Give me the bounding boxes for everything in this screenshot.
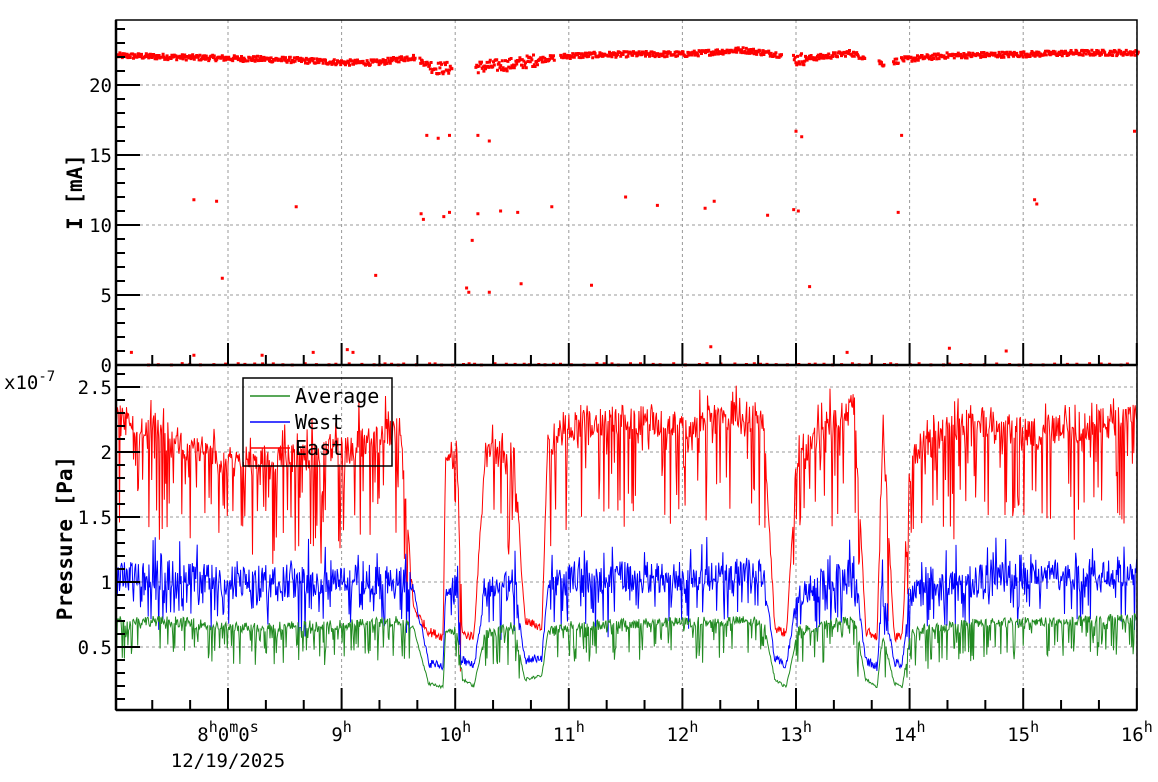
bottom-axes <box>114 364 1138 712</box>
current-points <box>116 46 1140 76</box>
bottom-y-tick-label: 0.5 <box>78 637 112 659</box>
legend-label-east: East <box>295 436 343 460</box>
top-y-tick-label: 5 <box>101 285 112 307</box>
current-series <box>116 46 1140 367</box>
x-tick-label: 13h <box>780 718 812 746</box>
top-y-tick-label: 0 <box>101 355 112 377</box>
legend-box <box>242 377 393 467</box>
legend: Average West East <box>242 377 393 467</box>
y-multiplier-label: x10-7 <box>4 369 55 394</box>
legend-label-west: West <box>295 410 343 434</box>
bottom-y-tick-label: 2 <box>101 442 112 464</box>
top-y-tick-label: 15 <box>89 145 112 167</box>
x-tick-label: 16h <box>1121 718 1153 746</box>
x-tick-label: 15h <box>1007 718 1039 746</box>
pressure-series <box>115 385 1138 690</box>
bottom-y-axis-title: Pressure [Pa] <box>53 456 77 620</box>
pressure-line-west <box>115 536 1138 671</box>
bottom-y-tick-label: 2.5 <box>78 377 112 399</box>
legend-item-average: Average <box>250 384 379 408</box>
bottom-y-tick-labels: 0.5 1 1.5 2 2.5 <box>78 377 112 659</box>
x-tick-label: 8h0m0s <box>197 718 258 746</box>
x-tick-label: 14h <box>894 718 926 746</box>
top-grid <box>116 20 1138 365</box>
x-tick-label: 11h <box>553 718 585 746</box>
x-tick-label: 9h <box>331 718 351 746</box>
x-tick-label: 12h <box>666 718 698 746</box>
top-y-tick-labels: 0 5 10 15 20 <box>89 75 112 377</box>
top-y-tick-label: 20 <box>89 75 112 97</box>
x-axis-labels: 8h0m0s 9h 10h 11h 12h 13h 14h 15h 16h <box>197 718 1152 746</box>
top-y-axis-title: I [mA] <box>63 154 87 230</box>
pressure-panel: 0.5 1 1.5 2 2.5 Pressure [Pa] x10-7 Average … <box>4 364 1138 712</box>
bottom-y-tick-label: 1 <box>101 572 112 594</box>
x-axis-date-label: 12/19/2025 <box>171 750 285 772</box>
bottom-y-tick-label: 1.5 <box>78 507 112 529</box>
x-tick-label: 10h <box>439 718 471 746</box>
pressure-line-average <box>115 612 1138 690</box>
legend-item-east: East <box>250 436 343 460</box>
pressure-line-east <box>115 385 1138 672</box>
legend-item-west: West <box>250 410 343 434</box>
current-panel: 0 5 10 15 20 I [mA] <box>63 19 1140 377</box>
top-y-tick-label: 10 <box>89 215 112 237</box>
legend-label-average: Average <box>295 384 379 408</box>
top-plot-area <box>116 20 1137 365</box>
